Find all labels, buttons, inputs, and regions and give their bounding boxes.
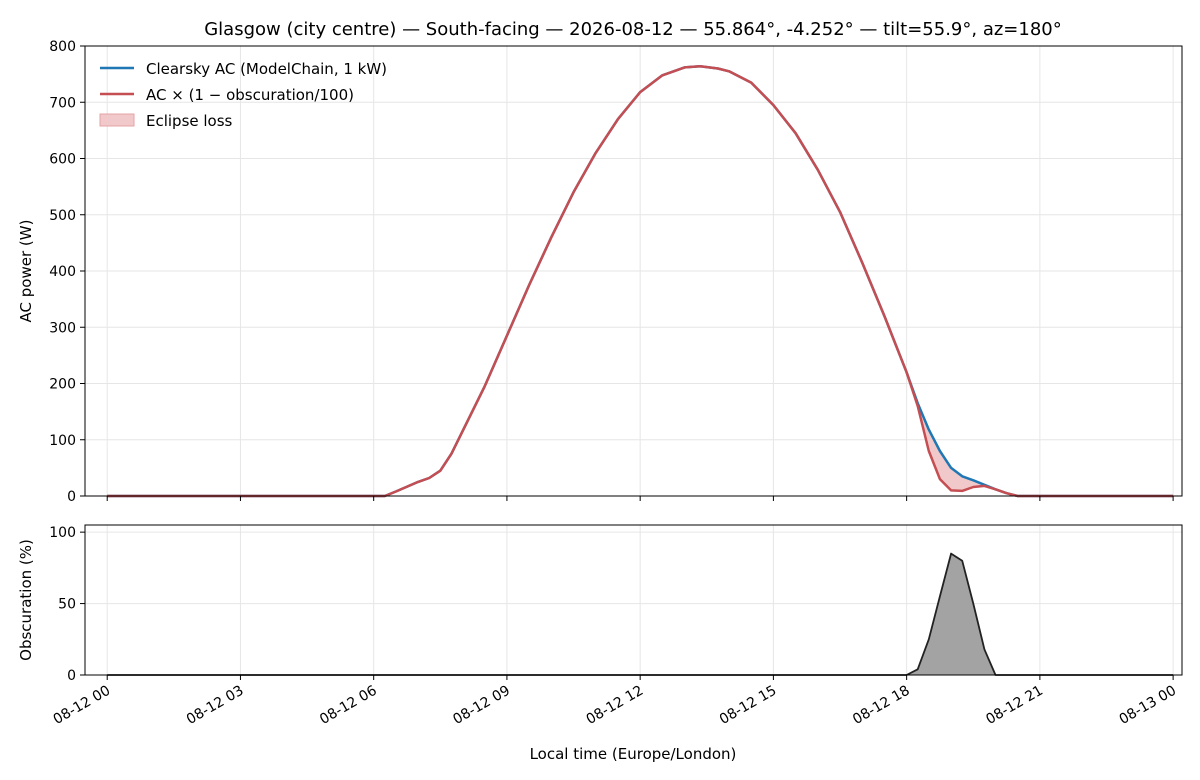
top-y-tick-label: 200 [49,377,76,393]
top-y-tick-label: 700 [49,95,76,111]
bottom-panel-frame [84,524,1183,676]
bottom-y-axis-title: Obscuration (%) [17,539,35,661]
bottom-panel-grid [85,525,1182,676]
x-tick-label: 08-12 12 [584,683,647,728]
legend: Clearsky AC (ModelChain, 1 kW) AC × (1 −… [99,60,387,130]
x-tick-label: 08-12 21 [983,683,1046,728]
legend-label-loss: Eclipse loss [146,112,233,130]
bottom-y-ticks: 0 50 100 [49,525,85,684]
x-tick-label: 08-13 00 [1117,683,1180,728]
top-panel-grid [85,45,1182,497]
top-panel-series [107,65,1174,498]
bottom-y-tick-label: 100 [49,525,76,541]
x-tick-label: 08-12 15 [717,683,780,728]
top-y-tick-label: 0 [67,489,76,505]
x-tick-label: 08-12 09 [450,683,513,728]
top-y-ticks: 0 100 200 300 400 500 600 700 800 [49,39,85,505]
legend-label-eclipse: AC × (1 − obscuration/100) [146,86,354,104]
top-y-tick-label: 600 [49,152,76,168]
top-y-tick-label: 800 [49,39,76,55]
x-tick-label: 08-12 00 [51,683,114,728]
x-tick-label: 08-12 03 [184,683,247,728]
x-tick-label: 08-12 06 [317,683,380,728]
top-y-tick-label: 500 [49,208,76,224]
bottom-y-tick-label: 0 [67,668,76,684]
legend-label-clearsky: Clearsky AC (ModelChain, 1 kW) [146,60,387,78]
chart-title: Glasgow (city centre) — South-facing — 2… [204,19,1062,40]
legend-swatch-loss [99,113,135,127]
top-y-tick-label: 400 [49,264,76,280]
top-y-tick-label: 100 [49,433,76,449]
bottom-y-tick-label: 50 [58,597,76,613]
x-tick-label: 08-12 18 [850,683,913,728]
top-y-axis-title: AC power (W) [17,220,35,323]
top-x-ticks [106,496,1174,501]
x-axis-title: Local time (Europe/London) [530,745,737,763]
eclipse-ac-line [107,65,1174,498]
obscuration-fill [107,553,1174,675]
top-y-tick-label: 300 [49,320,76,336]
bottom-x-ticks: 08-12 00 08-12 03 08-12 06 08-12 09 08-12 12… [51,675,1179,728]
